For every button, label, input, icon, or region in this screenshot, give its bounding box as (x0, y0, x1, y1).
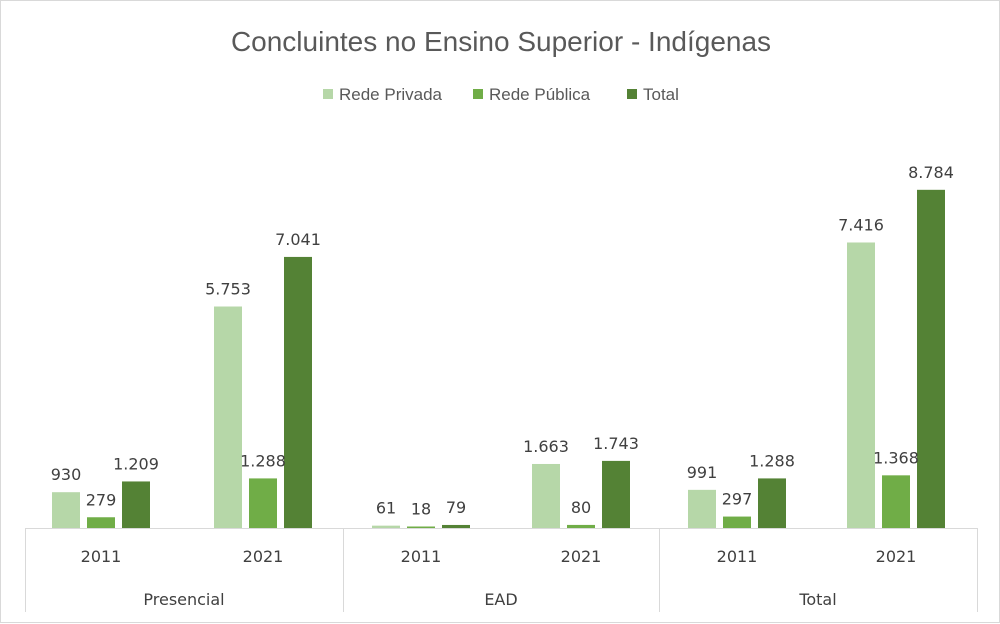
data-label: 930 (51, 465, 82, 484)
bar-rede-publica (407, 526, 435, 528)
bar-rede-publica (882, 475, 910, 528)
data-label: 1.368 (873, 448, 919, 467)
bar-rede-privada (532, 463, 560, 528)
legend-swatch (473, 89, 483, 99)
bar-rede-privada (52, 492, 80, 528)
data-label: 297 (722, 490, 753, 509)
tick-label: 2011 (81, 547, 122, 566)
tick-label: 2021 (876, 547, 917, 566)
bar-total (917, 189, 945, 529)
tick-label: 2021 (243, 547, 284, 566)
legend-item-rede-privada: Rede Privada (323, 85, 443, 104)
bar-rede-publica (723, 516, 751, 528)
data-label: 1.288 (749, 451, 795, 470)
group-label-presencial: Presencial (143, 590, 224, 609)
bar-total (122, 481, 150, 528)
legend-label: Total (643, 85, 679, 104)
bar-rede-privada (372, 525, 400, 528)
bar-rede-privada (214, 306, 242, 528)
tick-label: 2011 (717, 547, 758, 566)
bar-total (602, 460, 630, 528)
bar-rede-publica (567, 524, 595, 528)
data-label: 18 (411, 500, 431, 519)
legend-item-total: Total (627, 85, 679, 104)
legend-label: Rede Pública (489, 85, 591, 104)
legend-swatch (323, 89, 333, 99)
legend: Rede Privada Rede Pública Total (323, 85, 679, 104)
tick-label: 2021 (561, 547, 602, 566)
data-label: 1.663 (523, 437, 569, 456)
chart-title: Concluintes no Ensino Superior - Indígen… (231, 26, 771, 57)
bars (52, 189, 945, 529)
data-label: 7.416 (838, 215, 884, 234)
group-label-ead: EAD (484, 590, 517, 609)
data-labels: 930 5.753 61 1.663 991 7.416 279 1.288 18 80 297 1.… (51, 163, 954, 519)
data-label: 5.753 (205, 280, 251, 299)
data-label: 1.209 (113, 454, 159, 473)
bar-rede-privada (688, 489, 716, 528)
legend-swatch (627, 89, 637, 99)
data-label: 1.743 (593, 434, 639, 453)
data-label: 991 (687, 463, 718, 482)
data-label: 7.041 (275, 230, 321, 249)
group-label-total: Total (798, 590, 836, 609)
tick-label: 2011 (401, 547, 442, 566)
data-label: 79 (446, 498, 466, 517)
data-label: 279 (86, 490, 117, 509)
data-label: 1.288 (240, 451, 286, 470)
legend-label: Rede Privada (339, 85, 443, 104)
bar-rede-publica (249, 478, 277, 528)
data-label: 8.784 (908, 163, 954, 182)
data-label: 80 (571, 498, 591, 517)
bar-total (284, 256, 312, 528)
bar-total (758, 478, 786, 528)
category-axis: 2011 2021 Presencial 2011 2021 EAD 2011 2021 Tot… (25, 528, 978, 612)
bar-rede-privada (847, 242, 875, 528)
bar-total (442, 524, 470, 528)
bar-rede-publica (87, 517, 115, 528)
legend-item-rede-publica: Rede Pública (473, 85, 591, 104)
data-label: 61 (376, 499, 396, 518)
